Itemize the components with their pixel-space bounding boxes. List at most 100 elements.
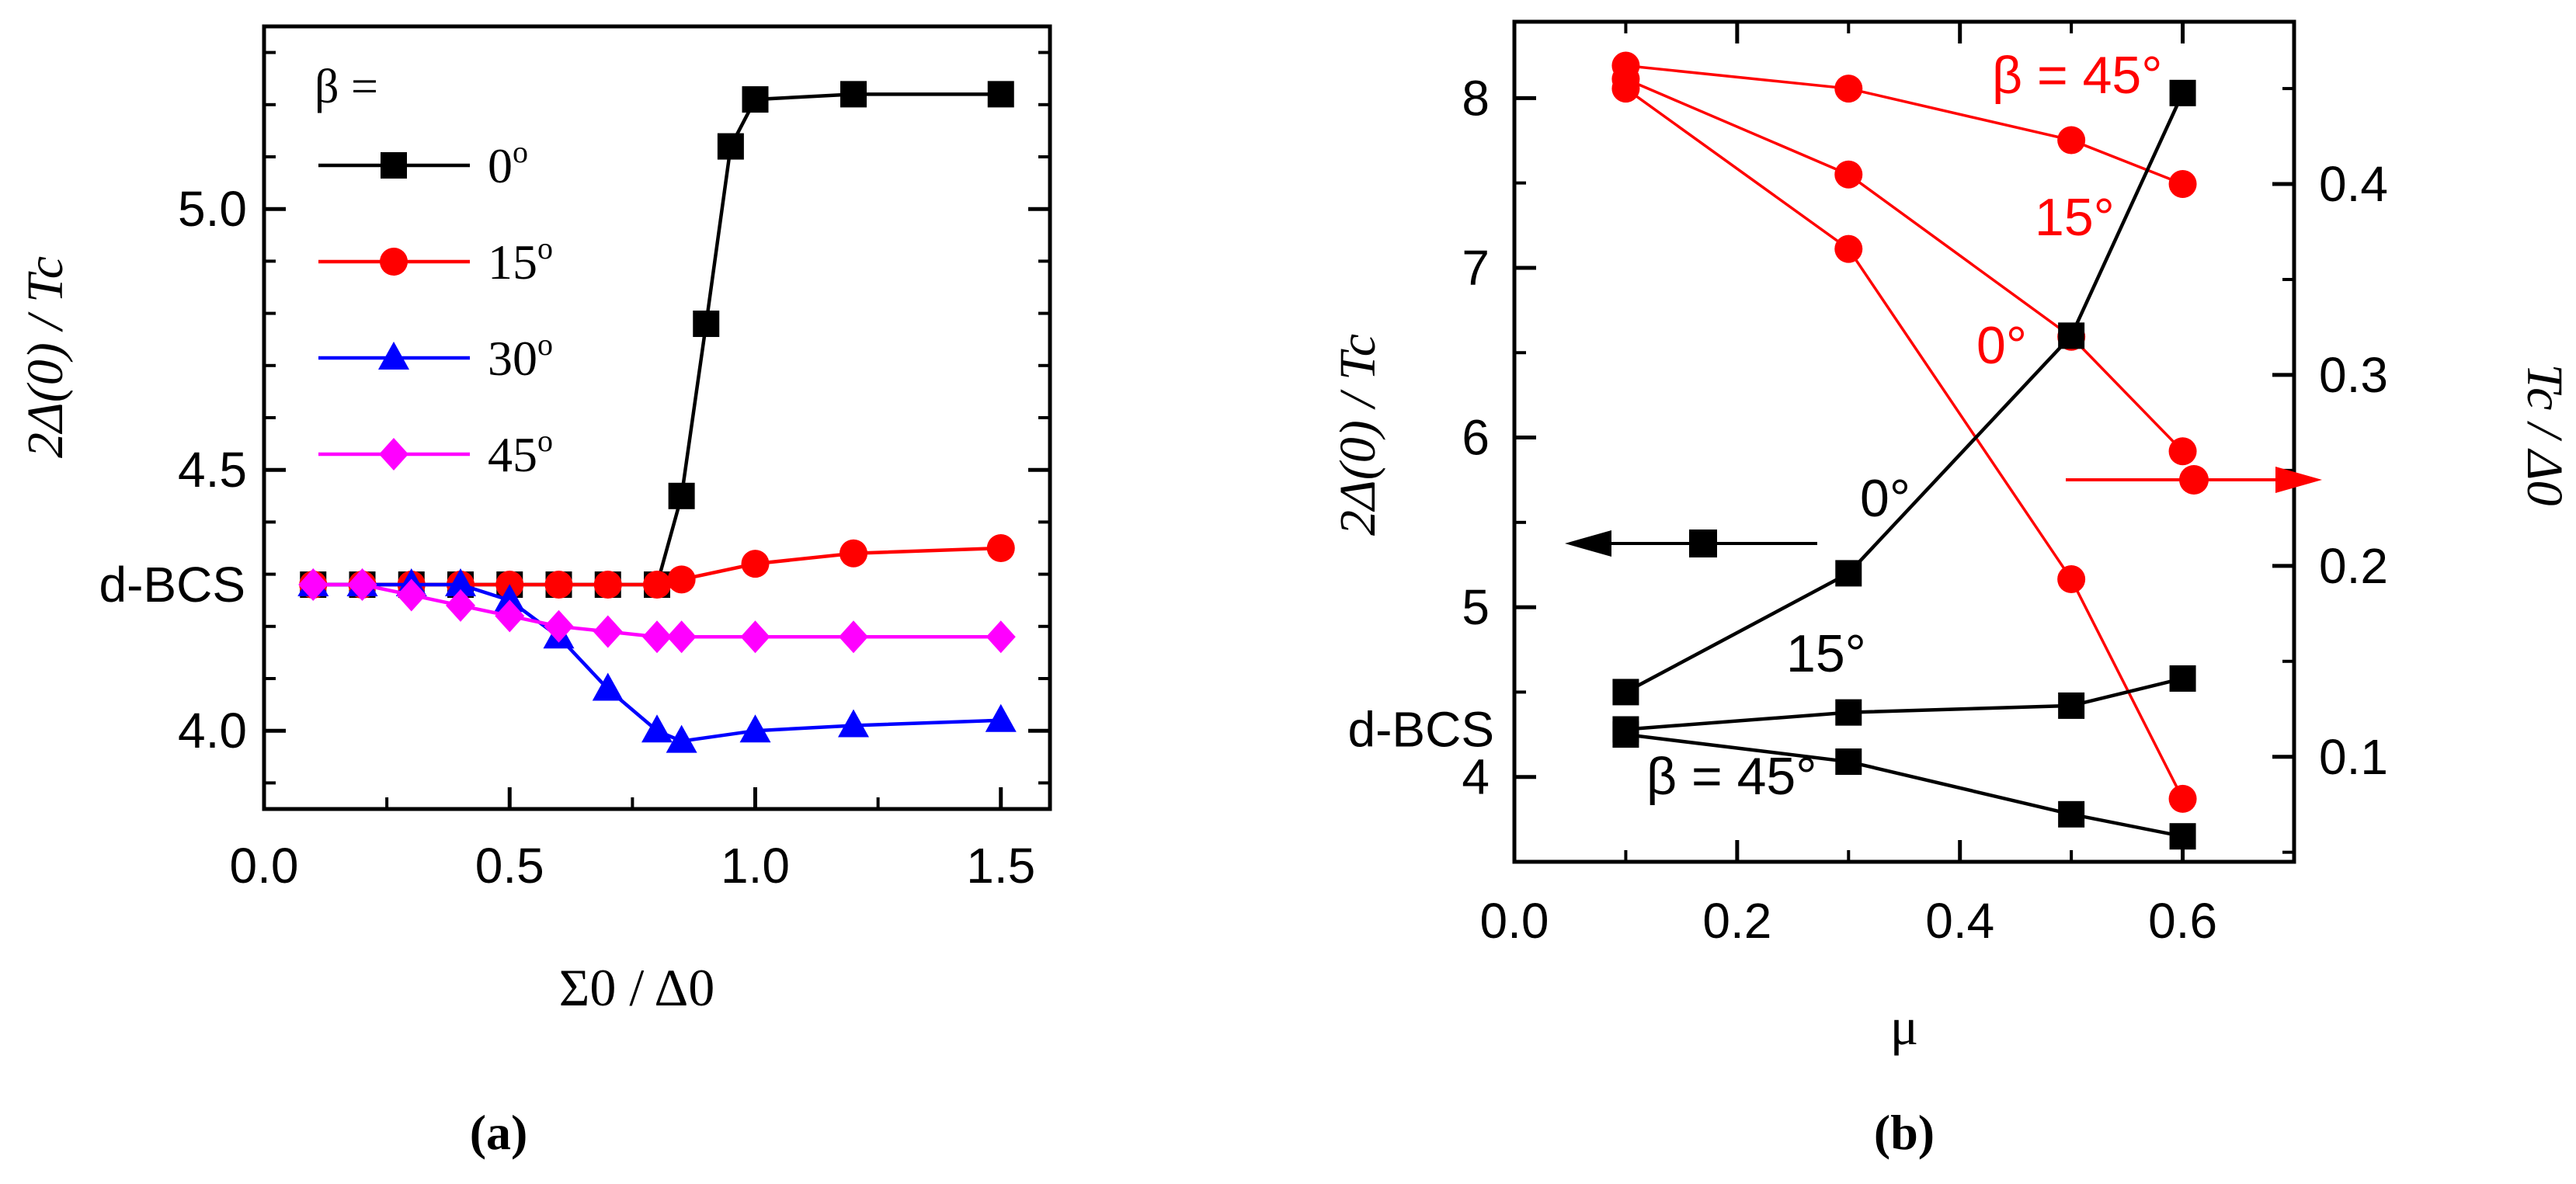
annotation-black-45: β = 45°	[1646, 747, 1816, 806]
data-point	[593, 571, 622, 599]
data-point	[2169, 79, 2196, 106]
y-tick-label-right: 0.4	[2319, 156, 2388, 212]
y-tick-label-left: 5	[1462, 579, 1490, 635]
x-tick-label: 0.6	[2148, 893, 2217, 949]
series-45o	[298, 568, 1016, 654]
legend-title: β =	[315, 61, 378, 113]
data-point	[693, 311, 720, 338]
data-point	[495, 599, 525, 633]
x-tick-label: 0.0	[1480, 893, 1549, 949]
data-point	[987, 81, 1014, 108]
y-tick-label: 4.5	[178, 442, 247, 498]
data-point	[668, 482, 695, 509]
y-tick-label-left: 4	[1462, 749, 1490, 805]
y-tick-label: 4.0	[178, 703, 247, 759]
data-point	[396, 578, 426, 612]
y-tick-label-right: 0.2	[2319, 538, 2388, 594]
legend-marker	[378, 342, 409, 370]
panel-b-label: (b)	[1874, 1105, 1935, 1160]
left-axis-arrow	[1565, 530, 1817, 557]
data-point	[1835, 560, 1862, 587]
data-point	[2168, 437, 2197, 466]
data-point	[2058, 692, 2085, 719]
annotation-red-15: 15°	[2035, 188, 2115, 247]
y-tick-label-right: 0.1	[2319, 729, 2388, 785]
legend-item: 0o	[318, 134, 528, 193]
black-series-β = 45°	[1612, 721, 2196, 850]
legend-marker	[381, 152, 407, 179]
data-point	[593, 615, 623, 648]
legend-item: 30o	[318, 327, 553, 386]
series-line	[1625, 676, 2184, 731]
data-point	[1834, 234, 1863, 263]
red-series-0°	[1611, 75, 2197, 813]
data-point	[1612, 679, 1639, 706]
data-point	[1611, 75, 1640, 103]
annotation-black-15: 15°	[1786, 624, 1866, 683]
series-line	[1625, 92, 2185, 694]
data-point	[347, 568, 377, 602]
data-point	[2058, 322, 2085, 349]
series-line	[1625, 78, 2184, 453]
data-point	[717, 133, 744, 160]
data-point	[592, 672, 624, 701]
data-point	[741, 550, 770, 578]
y-tick-label-right: 0.3	[2319, 347, 2388, 403]
legend-marker	[379, 438, 408, 470]
y-tick-label-left: 8	[1462, 70, 1490, 126]
data-point	[544, 609, 574, 643]
data-point	[544, 571, 573, 599]
y-tick-label-left: 7	[1462, 240, 1490, 296]
x-tick-label: 0.4	[1925, 893, 1994, 949]
data-point	[839, 620, 868, 654]
data-point	[838, 709, 869, 738]
panel-b-xlabel: μ	[1890, 997, 1918, 1056]
annotation-red-45: β = 45°	[1992, 46, 2162, 105]
right-axis-arrow	[2066, 465, 2322, 495]
d-bcs-label: d-BCS	[99, 557, 246, 613]
data-point	[1835, 748, 1862, 776]
data-point	[986, 534, 1015, 562]
series-15o	[299, 534, 1015, 599]
y-tick-label: 5.0	[178, 181, 247, 237]
series-line	[1625, 732, 2184, 839]
data-point	[666, 620, 697, 654]
legend-label: 0o	[488, 134, 528, 193]
data-point	[2057, 126, 2086, 155]
data-point	[1834, 160, 1863, 189]
legend-marker	[380, 248, 408, 276]
x-tick-label: 0.5	[475, 838, 544, 894]
panel-a-ylabel: 2Δ(0) / Tc	[17, 256, 74, 458]
data-point	[666, 724, 697, 753]
data-point	[1612, 721, 1639, 748]
data-point	[985, 703, 1017, 732]
data-point	[2168, 170, 2197, 199]
panel-b-ylabel-right: Tc / Δ0	[2516, 363, 2573, 505]
series-line	[1625, 64, 2184, 186]
data-point	[667, 565, 696, 594]
data-point	[643, 571, 671, 599]
data-point	[1835, 699, 1862, 726]
data-point	[2058, 800, 2085, 828]
panel-a-label: (a)	[470, 1105, 528, 1160]
data-point	[446, 589, 475, 622]
panel-a: 0.0 0.5 1.0 1.5 4.04.55.0d-BCS β = 0o15o30o…	[17, 24, 1052, 1160]
data-point	[2169, 823, 2196, 850]
x-tick-label: 1.5	[966, 838, 1035, 894]
panel-b-ylabel-left: 2Δ(0) / Tc	[1330, 334, 1386, 536]
data-point	[298, 568, 329, 602]
data-point	[840, 81, 867, 108]
data-point	[642, 620, 672, 654]
data-point	[739, 714, 771, 743]
y-tick-label-left: 6	[1462, 410, 1490, 466]
data-point	[1834, 75, 1863, 103]
data-point	[2168, 784, 2197, 813]
series-line	[1625, 87, 2185, 800]
d-bcs-label: d-BCS	[1348, 702, 1495, 758]
data-point	[445, 568, 476, 597]
black-series-0°	[1612, 79, 2196, 706]
annotation-black-0: 0°	[1860, 469, 1910, 528]
data-point	[2057, 565, 2086, 594]
panel-b-frame	[1512, 19, 2296, 864]
